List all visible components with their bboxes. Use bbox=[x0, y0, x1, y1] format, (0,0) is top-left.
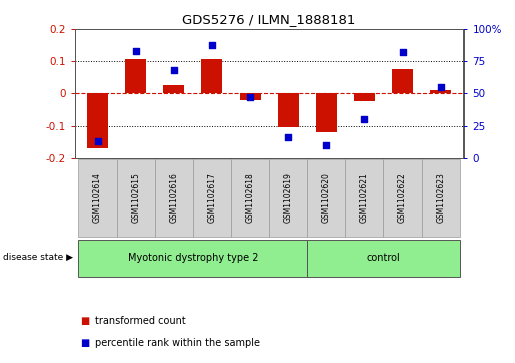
FancyBboxPatch shape bbox=[422, 159, 460, 237]
Point bbox=[208, 42, 216, 48]
Point bbox=[131, 48, 140, 54]
Text: disease state ▶: disease state ▶ bbox=[3, 253, 73, 262]
FancyBboxPatch shape bbox=[78, 240, 307, 277]
Text: GSM1102617: GSM1102617 bbox=[208, 172, 216, 223]
FancyBboxPatch shape bbox=[384, 159, 422, 237]
FancyBboxPatch shape bbox=[307, 159, 346, 237]
Text: GSM1102623: GSM1102623 bbox=[436, 172, 445, 223]
Text: GSM1102615: GSM1102615 bbox=[131, 172, 140, 223]
Text: Myotonic dystrophy type 2: Myotonic dystrophy type 2 bbox=[128, 253, 258, 263]
Point bbox=[360, 116, 369, 122]
Point bbox=[284, 134, 293, 140]
Title: GDS5276 / ILMN_1888181: GDS5276 / ILMN_1888181 bbox=[182, 13, 356, 26]
Bar bbox=[278, 93, 299, 127]
Point bbox=[399, 49, 407, 55]
Bar bbox=[125, 59, 146, 93]
FancyBboxPatch shape bbox=[231, 159, 269, 237]
Text: GSM1102618: GSM1102618 bbox=[246, 172, 254, 223]
Text: GSM1102619: GSM1102619 bbox=[284, 172, 293, 223]
Point bbox=[93, 138, 101, 144]
FancyBboxPatch shape bbox=[154, 159, 193, 237]
FancyBboxPatch shape bbox=[116, 159, 154, 237]
FancyBboxPatch shape bbox=[78, 159, 116, 237]
Bar bbox=[354, 93, 375, 101]
Text: transformed count: transformed count bbox=[95, 316, 186, 326]
Bar bbox=[163, 85, 184, 93]
Text: control: control bbox=[367, 253, 400, 263]
Text: ■: ■ bbox=[80, 338, 89, 348]
FancyBboxPatch shape bbox=[193, 159, 231, 237]
FancyBboxPatch shape bbox=[346, 159, 384, 237]
Point bbox=[169, 68, 178, 73]
Point bbox=[322, 142, 331, 148]
FancyBboxPatch shape bbox=[269, 159, 307, 237]
Text: percentile rank within the sample: percentile rank within the sample bbox=[95, 338, 260, 348]
Point bbox=[437, 84, 445, 90]
Text: GSM1102621: GSM1102621 bbox=[360, 172, 369, 223]
Text: ■: ■ bbox=[80, 316, 89, 326]
Bar bbox=[430, 90, 451, 93]
Bar bbox=[316, 93, 337, 132]
Text: GSM1102622: GSM1102622 bbox=[398, 172, 407, 223]
Text: GSM1102616: GSM1102616 bbox=[169, 172, 178, 223]
Bar bbox=[392, 69, 413, 93]
Bar bbox=[87, 93, 108, 148]
Text: GSM1102614: GSM1102614 bbox=[93, 172, 102, 223]
Bar bbox=[201, 59, 222, 93]
Point bbox=[246, 94, 254, 100]
Bar bbox=[239, 93, 261, 100]
Text: GSM1102620: GSM1102620 bbox=[322, 172, 331, 223]
FancyBboxPatch shape bbox=[307, 240, 460, 277]
